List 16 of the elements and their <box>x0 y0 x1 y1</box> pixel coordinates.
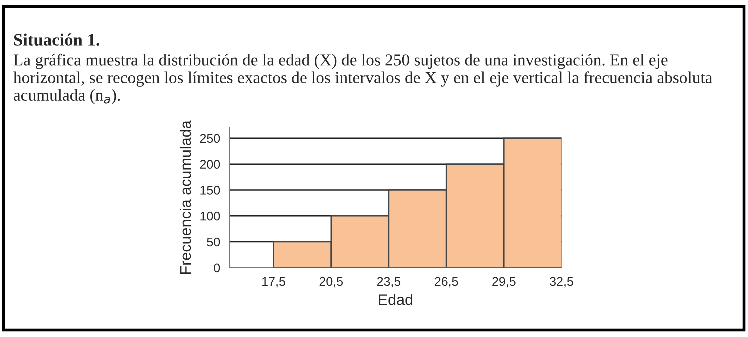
x-axis-title: Edad <box>379 294 413 306</box>
y-tick-label: 100 <box>200 212 220 221</box>
chart-subtitle: La gráfica muestra la distribución de la edad (X) de los 250 sujetos de una investigación. En el eje horizontal, se recogen los límites exactos de los intervalos de X y en el eje vertical la frecuencia absoluta acumulada (n$_{a}$). <box>14 54 713 104</box>
x-tick-label: 29,5 <box>492 277 516 288</box>
y-tick-label: 0 <box>214 264 220 273</box>
x-tick-label: 26,5 <box>435 277 458 288</box>
x-tick-label: 23,5 <box>377 277 401 288</box>
x-tick-label: 32,5 <box>550 277 574 288</box>
y-tick-label: 250 <box>200 134 220 144</box>
y-axis-title: Frecuencia acumulada <box>180 120 192 274</box>
x-tick-label: 20,5 <box>320 277 344 288</box>
text: Situación 1. <box>14 34 100 46</box>
y-tick-label: 200 <box>200 160 220 169</box>
y-tick-label: 150 <box>200 186 220 195</box>
x-tick-label: 17,5 <box>262 277 286 288</box>
y-tick-label: 50 <box>207 238 220 247</box>
